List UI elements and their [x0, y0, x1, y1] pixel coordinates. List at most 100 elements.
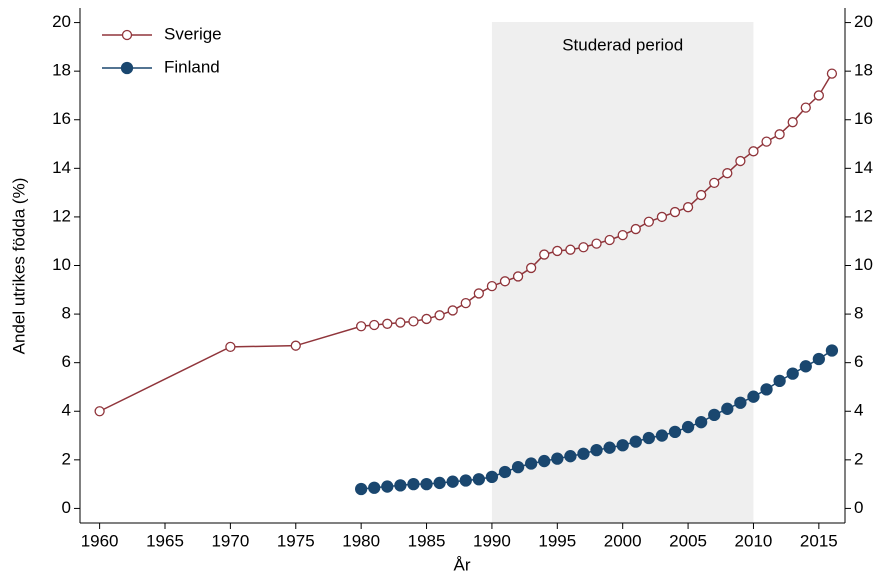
- y-tick-label: 18: [52, 61, 71, 80]
- data-point: [394, 479, 407, 492]
- y2-tick-label: 2: [854, 449, 863, 468]
- x-tick-label: 2000: [604, 531, 642, 550]
- data-point: [773, 374, 786, 388]
- data-point: [420, 477, 433, 491]
- y-tick-label: 4: [62, 401, 71, 420]
- data-point: [564, 450, 577, 463]
- data-point: [552, 245, 563, 257]
- data-point: [643, 216, 654, 227]
- data-point: [722, 168, 733, 179]
- x-tick-label: 1960: [81, 531, 119, 550]
- data-point: [551, 452, 564, 465]
- x-tick-label: 2015: [800, 531, 838, 550]
- y-tick-label: 6: [62, 352, 71, 371]
- data-point: [735, 155, 746, 167]
- data-point: [565, 244, 576, 255]
- y-tick-label: 20: [52, 12, 71, 31]
- y-tick-label: 14: [52, 158, 71, 177]
- data-point: [747, 390, 760, 403]
- data-point: [709, 177, 720, 189]
- data-point: [433, 476, 446, 490]
- data-point: [681, 420, 695, 434]
- x-tick-label: 1975: [277, 531, 315, 550]
- legend-label: Sverige: [164, 24, 222, 43]
- data-point: [459, 474, 472, 487]
- x-tick-label: 2010: [735, 531, 773, 550]
- data-point: [799, 360, 812, 373]
- data-point: [669, 206, 681, 218]
- data-point: [355, 482, 368, 496]
- data-point: [486, 280, 498, 292]
- x-tick-label: 1985: [408, 531, 446, 550]
- y2-tick-label: 16: [854, 109, 873, 128]
- data-point: [472, 473, 485, 486]
- y-tick-label: 8: [62, 304, 71, 323]
- legend-label: Finland: [164, 57, 220, 76]
- data-point: [774, 129, 785, 140]
- data-point: [708, 408, 721, 422]
- x-axis-label: År: [454, 555, 471, 574]
- data-point: [381, 480, 394, 493]
- y-tick-label: 16: [52, 109, 71, 128]
- data-point: [538, 454, 551, 468]
- data-point: [526, 262, 537, 274]
- data-point: [591, 238, 602, 249]
- y-tick-label: 0: [62, 498, 71, 517]
- data-point: [499, 276, 511, 287]
- data-point: [734, 396, 747, 409]
- y2-tick-label: 8: [854, 304, 863, 323]
- x-tick-label: 1980: [342, 531, 380, 550]
- data-point: [473, 288, 484, 299]
- y-axis-label: Andel utrikes födda (%): [9, 178, 28, 355]
- data-point: [577, 447, 590, 460]
- data-point: [369, 319, 380, 331]
- data-point: [368, 481, 381, 494]
- y2-tick-label: 10: [854, 255, 873, 274]
- y2-tick-label: 4: [854, 401, 863, 420]
- data-point: [800, 102, 811, 113]
- data-point: [485, 470, 499, 483]
- data-point: [407, 477, 420, 491]
- data-point: [382, 318, 393, 329]
- data-point: [668, 425, 682, 439]
- data-point: [408, 316, 419, 327]
- data-point: [421, 313, 432, 325]
- data-point: [578, 242, 589, 253]
- data-point: [539, 249, 550, 260]
- data-point: [825, 344, 839, 357]
- y2-tick-label: 0: [854, 498, 863, 517]
- x-tick-label: 1995: [538, 531, 576, 550]
- data-point: [590, 443, 603, 457]
- data-point: [617, 229, 628, 241]
- y2-tick-label: 20: [854, 12, 873, 31]
- data-point: [812, 352, 825, 366]
- y2-tick-label: 6: [854, 352, 863, 371]
- legend-marker: [120, 61, 134, 75]
- data-point: [760, 383, 773, 396]
- data-point: [630, 223, 641, 235]
- data-point: [446, 475, 459, 488]
- data-point: [434, 310, 445, 321]
- x-tick-label: 1990: [473, 531, 511, 550]
- data-point: [512, 271, 524, 282]
- data-point: [826, 68, 838, 79]
- data-point: [787, 117, 798, 128]
- data-point: [225, 341, 236, 353]
- data-point: [525, 457, 538, 470]
- data-point: [356, 321, 367, 332]
- x-tick-label: 2005: [669, 531, 707, 550]
- data-point: [813, 90, 824, 101]
- data-point: [616, 439, 629, 452]
- y2-tick-label: 14: [854, 158, 873, 177]
- x-tick-label: 1965: [146, 531, 184, 550]
- y-tick-label: 12: [52, 206, 71, 225]
- y2-tick-label: 12: [854, 206, 873, 225]
- data-point: [642, 431, 655, 445]
- data-point: [511, 460, 525, 474]
- data-point: [447, 305, 458, 316]
- data-point: [656, 211, 668, 223]
- data-point: [748, 146, 759, 157]
- data-point: [695, 416, 708, 429]
- data-point: [696, 189, 707, 201]
